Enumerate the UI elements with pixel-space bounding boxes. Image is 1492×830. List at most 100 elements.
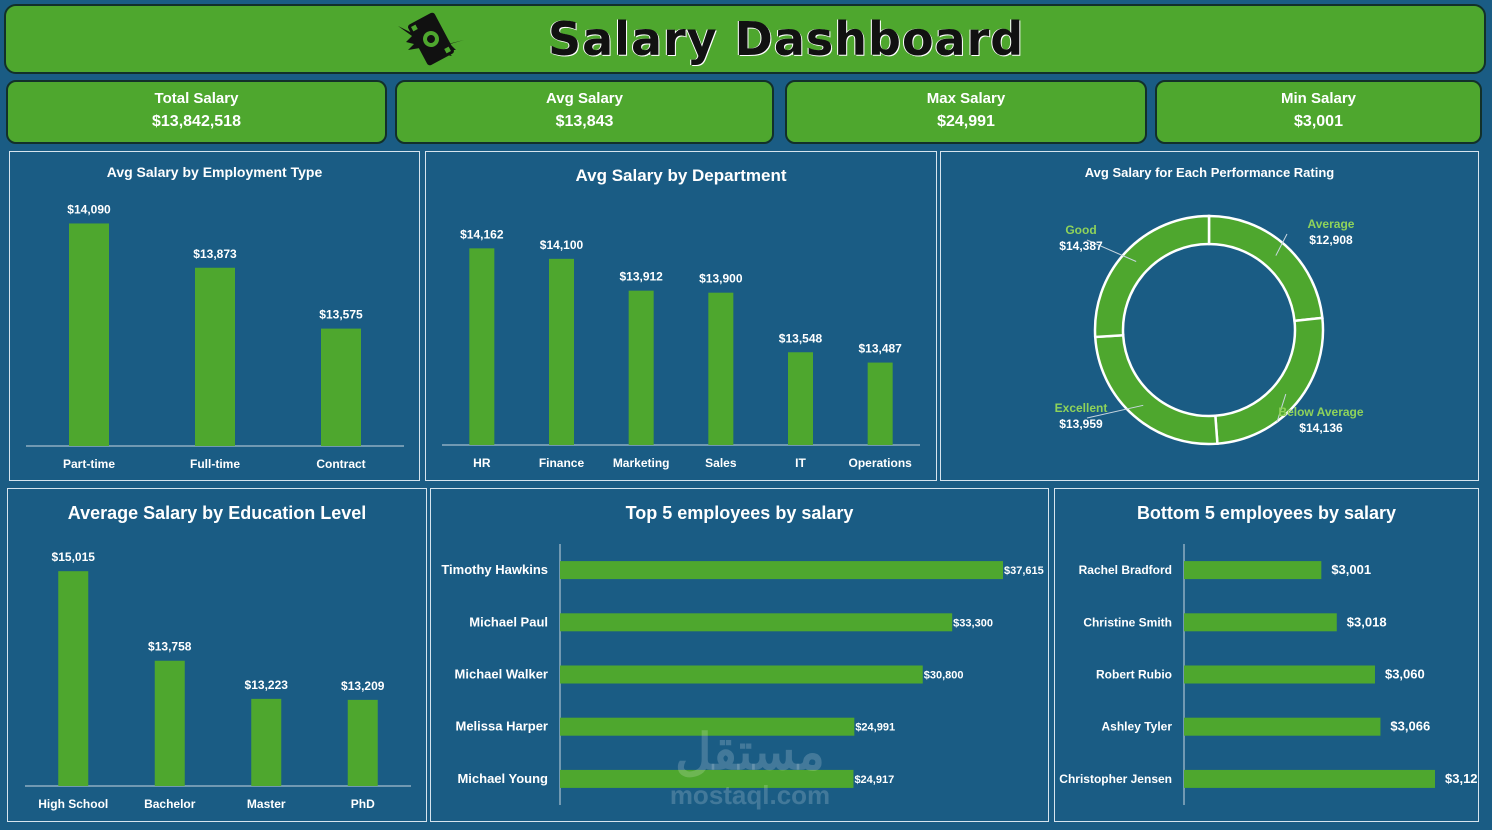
donut-slice (1207, 214, 1324, 323)
bar (628, 290, 654, 445)
education-chart: $15,015 High School $13,758 Bachelor $13,223… (25, 550, 411, 811)
tick-label: Michael Walker (455, 667, 548, 682)
kpi-value: $13,843 (555, 113, 614, 130)
data-label: $13,487 (858, 342, 902, 356)
tick-label: Michael Paul (469, 614, 548, 629)
tick-label: Michael Young (457, 771, 548, 786)
chart-department: Avg Salary by Department $14,162 HR $14,10… (425, 151, 937, 481)
tick-label: IT (795, 456, 806, 470)
tick-label: Marketing (613, 456, 670, 470)
leader-line (1276, 393, 1287, 423)
bar (867, 362, 893, 445)
title-bar (4, 4, 1486, 74)
chart-title: Average Salary by Education Level (67, 503, 367, 523)
data-label: $24,991 (855, 722, 895, 734)
chart-performance-rating: Avg Salary for Each Performance Rating A… (940, 151, 1479, 481)
chart-education-level: Average Salary by Education Level $15,01… (7, 488, 427, 822)
kpi-max-salary: Max Salary $24,991 (785, 80, 1147, 144)
tick-label: Rachel Bradford (1079, 563, 1172, 577)
chart-title: Avg Salary by Employment Type (106, 164, 323, 180)
tick-label: Finance (539, 456, 585, 470)
data-label: $13,873 (193, 247, 237, 261)
chart-title: Top 5 employees by salary (625, 503, 854, 523)
kpi-label: Max Salary (926, 90, 1006, 107)
bar (560, 717, 855, 736)
bar (1184, 613, 1337, 632)
data-label: $3,066 (1390, 719, 1430, 734)
tick-label: HR (473, 456, 491, 470)
page-title: Salary Dashboard (548, 12, 1025, 66)
data-label: $13,209 (341, 679, 385, 693)
bar (560, 613, 953, 632)
tick-label: Christine Smith (1083, 615, 1172, 629)
watermark-arabic: مستقل (675, 724, 825, 780)
chart-bottom-5-employees: Bottom 5 employees by salary Rachel Brad… (1054, 488, 1479, 822)
chart-title: Avg Salary for Each Performance Rating (1084, 165, 1335, 180)
bar (1184, 665, 1375, 684)
tick-label: Part-time (63, 457, 115, 471)
tick-label: Full-time (190, 457, 240, 471)
slice-category-label: Below Average (1278, 405, 1363, 419)
data-label: $13,548 (779, 331, 823, 345)
data-label: $3,126 (1445, 771, 1477, 786)
chart-employment-type: Avg Salary by Employment Type $14,090 Par… (9, 151, 420, 481)
data-label: $13,959 (1059, 417, 1103, 431)
data-label: $3,060 (1385, 667, 1425, 682)
slice-category-label: Excellent (1055, 401, 1108, 415)
top-5-chart: Timothy Hawkins $37,615 Michael Paul $33,30… (441, 544, 1044, 805)
bar (560, 561, 1003, 580)
chart-title: Bottom 5 employees by salary (1136, 503, 1397, 523)
kpi-total-salary: Total Salary $13,842,518 (6, 80, 387, 144)
slice-category-label: Average (1308, 217, 1355, 231)
flying-money-icon (398, 12, 464, 66)
bar (251, 698, 282, 786)
data-label: $14,387 (1059, 239, 1103, 253)
data-label: $30,800 (924, 670, 964, 682)
employment-type-chart: $14,090 Part-time $13,873 Full-time $13,575 C… (26, 202, 404, 471)
bar (1184, 717, 1381, 736)
watermark-latin: mostaql.com (669, 780, 831, 810)
bar (321, 328, 361, 446)
leader-line (1086, 239, 1137, 262)
tick-label: PhD (351, 797, 375, 811)
data-label: $3,018 (1347, 614, 1387, 629)
bar (560, 665, 923, 684)
bar (154, 660, 185, 786)
donut-slice (1093, 214, 1211, 339)
data-label: $13,575 (319, 308, 363, 322)
data-label: $12,908 (1309, 233, 1353, 247)
kpi-label: Avg Salary (546, 90, 623, 107)
slice-category-label: Good (1065, 223, 1096, 237)
bar (69, 223, 109, 446)
tick-label: Sales (705, 456, 737, 470)
performance-donut-chart: Average $12,908 Below Average $14,136 Excell… (1055, 214, 1364, 446)
data-label: $14,100 (540, 238, 584, 252)
bar (195, 267, 235, 446)
bar (788, 352, 813, 445)
chart-title: Avg Salary by Department (575, 166, 787, 185)
department-chart: $14,162 HR $14,100 Finance $13,912 Marketing $… (442, 227, 920, 470)
tick-label: Robert Rubio (1096, 668, 1172, 682)
donut-slice (1093, 333, 1219, 446)
bar (708, 292, 734, 445)
tick-label: Operations (848, 456, 912, 470)
data-label: $33,300 (953, 617, 993, 629)
bar (549, 258, 574, 445)
bar (1184, 769, 1435, 788)
bar (347, 699, 378, 786)
kpi-value: $24,991 (937, 113, 995, 130)
tick-label: Bachelor (144, 797, 196, 811)
bar (469, 248, 495, 445)
kpi-label: Min Salary (1280, 90, 1357, 107)
data-label: $14,162 (460, 227, 504, 241)
bar (58, 571, 89, 786)
data-label: $13,900 (699, 272, 743, 286)
data-label: $37,615 (1004, 565, 1044, 577)
data-label: $3,001 (1331, 562, 1371, 577)
data-label: $24,917 (854, 774, 894, 786)
kpi-min-salary: Min Salary $3,001 (1155, 80, 1482, 144)
bottom-5-chart: Rachel Bradford $3,001 Christine Smith $3,0… (1059, 544, 1477, 805)
tick-label: Timothy Hawkins (441, 562, 548, 577)
chart-top-5-employees: Top 5 employees by salary Timothy Hawkin… (430, 488, 1049, 822)
kpi-avg-salary: Avg Salary $13,843 (395, 80, 774, 144)
